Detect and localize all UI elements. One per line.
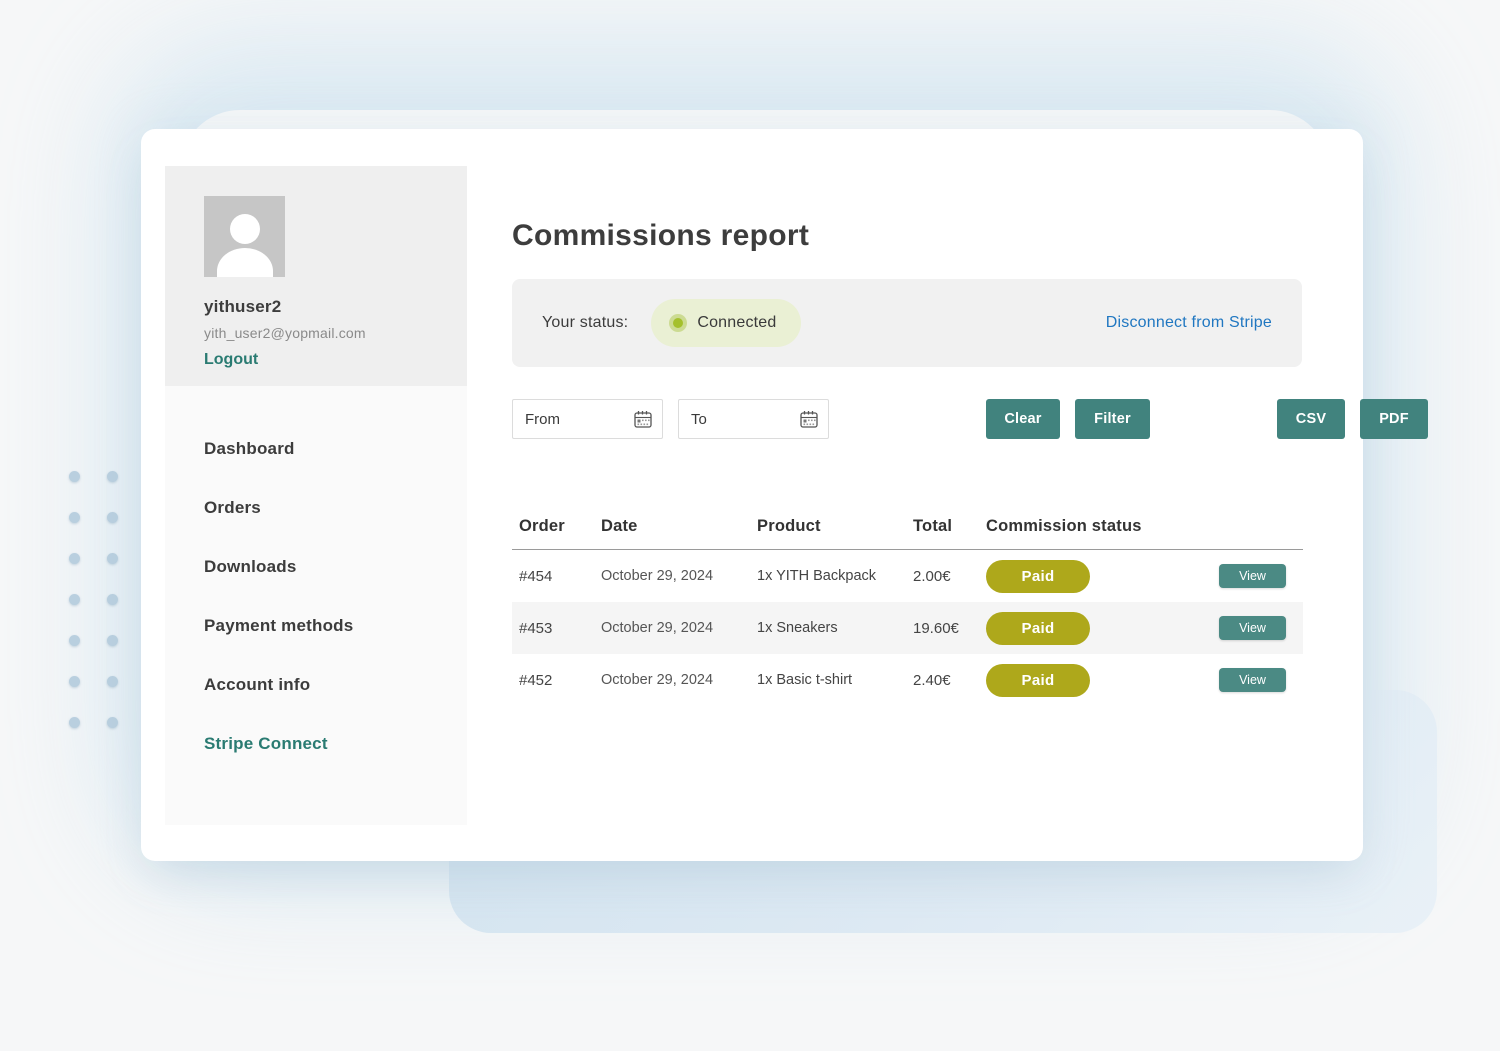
avatar-person-icon bbox=[229, 214, 260, 244]
view-button[interactable]: View bbox=[1219, 616, 1286, 640]
status-value: Connected bbox=[697, 314, 777, 331]
decorative-dot bbox=[107, 553, 118, 564]
sidebar-item-downloads[interactable]: Downloads bbox=[204, 556, 297, 576]
order-number: #452 bbox=[519, 671, 553, 689]
status-badge-paid: Paid bbox=[986, 611, 1090, 645]
connected-dot-icon bbox=[669, 314, 688, 332]
decorative-dot bbox=[107, 717, 118, 728]
page-title: Commissions report bbox=[512, 219, 810, 252]
avatar bbox=[204, 196, 285, 277]
decorative-dot bbox=[107, 594, 118, 605]
logout-link[interactable]: Logout bbox=[204, 351, 259, 368]
export-pdf-button[interactable]: PDF bbox=[1360, 399, 1428, 439]
column-header-product: Product bbox=[757, 516, 821, 535]
order-product: 1x Basic t-shirt bbox=[757, 672, 853, 688]
status-badge: Connected bbox=[651, 299, 801, 347]
column-header-date: Date bbox=[601, 516, 638, 535]
order-total: 2.00€ bbox=[913, 567, 951, 585]
decorative-dot bbox=[107, 512, 118, 523]
clear-button[interactable]: Clear bbox=[986, 399, 1060, 439]
order-product: 1x YITH Backpack bbox=[757, 568, 877, 584]
status-label: Your status: bbox=[542, 314, 629, 331]
decorative-dot bbox=[69, 471, 80, 482]
order-number: #453 bbox=[519, 619, 553, 637]
decorative-dot bbox=[107, 471, 118, 482]
sidebar-item-payment-methods[interactable]: Payment methods bbox=[204, 615, 354, 635]
status-badge-paid: Paid bbox=[986, 663, 1090, 697]
table-header: Order Date Product Total Commission stat… bbox=[512, 505, 1303, 547]
avatar-person-icon bbox=[216, 248, 273, 277]
order-date: October 29, 2024 bbox=[601, 672, 714, 688]
decorative-dot bbox=[107, 635, 118, 646]
decorative-dot bbox=[69, 676, 80, 687]
order-date: October 29, 2024 bbox=[601, 568, 714, 584]
sidebar-item-stripe-connect[interactable]: Stripe Connect bbox=[204, 733, 328, 753]
column-header-commission-status: Commission status bbox=[986, 516, 1142, 535]
sidebar-item-account-info[interactable]: Account info bbox=[204, 674, 311, 694]
disconnect-from-stripe-link[interactable]: Disconnect from Stripe bbox=[1105, 314, 1272, 331]
column-header-total: Total bbox=[913, 516, 953, 535]
main-card: yithuser2 yith_user2@yopmail.com Logout … bbox=[141, 129, 1428, 861]
table-header-divider bbox=[512, 549, 1303, 550]
order-date: October 29, 2024 bbox=[601, 620, 714, 636]
table-row: #453 October 29, 2024 1x Sneakers 19.60€… bbox=[512, 602, 1303, 654]
order-total: 2.40€ bbox=[913, 671, 951, 689]
user-name: yithuser2 bbox=[204, 297, 282, 316]
view-button[interactable]: View bbox=[1219, 668, 1286, 692]
decorative-dot bbox=[107, 676, 118, 687]
table-row: #452 October 29, 2024 1x Basic t-shirt 2… bbox=[512, 654, 1303, 706]
date-to-wrapper bbox=[678, 399, 829, 439]
decorative-dot bbox=[69, 717, 80, 728]
filter-toolbar: Clear Filter CSV PDF bbox=[512, 399, 1428, 439]
decorative-dot bbox=[69, 553, 80, 564]
date-from-wrapper bbox=[512, 399, 663, 439]
decorative-dot bbox=[69, 512, 80, 523]
filter-button[interactable]: Filter bbox=[1075, 399, 1150, 439]
column-header-order: Order bbox=[519, 516, 565, 535]
sidebar-nav: Dashboard Orders Downloads Payment metho… bbox=[165, 386, 467, 773]
sidebar-item-dashboard[interactable]: Dashboard bbox=[204, 438, 295, 458]
order-total: 19.60€ bbox=[913, 619, 959, 637]
view-button[interactable]: View bbox=[1219, 564, 1286, 588]
order-number: #454 bbox=[519, 567, 553, 585]
date-to-input[interactable] bbox=[678, 399, 829, 439]
table-row: #454 October 29, 2024 1x YITH Backpack 2… bbox=[512, 550, 1303, 602]
decorative-dots bbox=[69, 471, 118, 728]
export-csv-button[interactable]: CSV bbox=[1277, 399, 1345, 439]
date-from-input[interactable] bbox=[512, 399, 663, 439]
order-product: 1x Sneakers bbox=[757, 620, 838, 636]
sidebar: yithuser2 yith_user2@yopmail.com Logout … bbox=[165, 166, 467, 825]
commissions-table: Order Date Product Total Commission stat… bbox=[512, 505, 1303, 706]
decorative-dot bbox=[69, 594, 80, 605]
decorative-dot bbox=[69, 635, 80, 646]
user-email: yith_user2@yopmail.com bbox=[204, 325, 366, 341]
status-badge-paid: Paid bbox=[986, 559, 1090, 593]
sidebar-item-orders[interactable]: Orders bbox=[204, 497, 261, 517]
sidebar-user-panel: yithuser2 yith_user2@yopmail.com Logout bbox=[165, 166, 467, 386]
status-bar: Your status: Connected Disconnect from S… bbox=[512, 279, 1302, 367]
